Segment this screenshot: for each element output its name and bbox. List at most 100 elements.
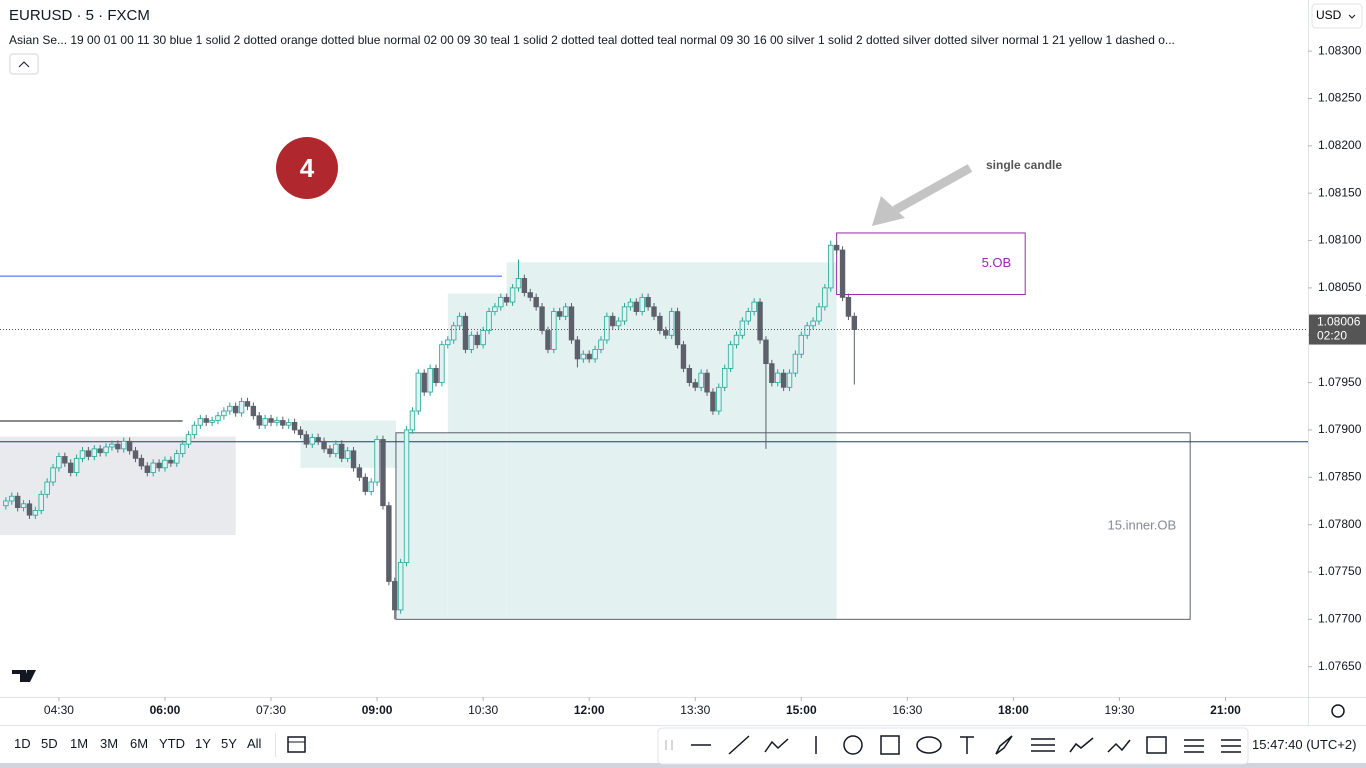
x-tick-label: 07:30: [256, 703, 286, 717]
timeframe-button[interactable]: 1M: [70, 736, 89, 751]
candle-body: [44, 481, 50, 495]
candle: [733, 331, 740, 349]
tool-circle[interactable]: [843, 735, 863, 755]
y-tick-label: 1.08150: [1318, 185, 1362, 199]
candle-body: [121, 440, 127, 450]
candle: [344, 446, 351, 463]
candle: [221, 407, 227, 420]
candle: [828, 240, 834, 292]
candle-body: [551, 311, 557, 350]
candle-body: [504, 296, 510, 303]
candle-body: [798, 334, 804, 355]
tool-rect[interactable]: [880, 735, 900, 755]
candle-body: [533, 296, 539, 308]
candle-body: [138, 457, 145, 467]
candle: [533, 293, 539, 311]
candle: [109, 440, 115, 451]
tool-ellipse[interactable]: [916, 736, 942, 754]
candle-body: [286, 421, 292, 426]
tool-highlighter[interactable]: [1107, 739, 1131, 753]
currency-button[interactable]: [1311, 3, 1363, 29]
candle-body: [115, 443, 121, 450]
candle: [757, 298, 763, 344]
y-tick-label: 1.08250: [1318, 91, 1362, 105]
candle-body: [539, 306, 545, 331]
candle: [568, 303, 575, 344]
candle-body: [85, 450, 92, 457]
x-tick-label: 12:00: [574, 703, 605, 717]
candle: [468, 331, 475, 354]
drawing-tools: [665, 735, 1241, 755]
y-tick-label: 1.07700: [1318, 612, 1362, 626]
arrow-shaft: [892, 164, 973, 214]
countdown: 02:20: [1317, 329, 1347, 343]
candle: [3, 497, 9, 510]
candle: [598, 336, 604, 354]
candle-body: [810, 320, 816, 327]
candle-body: [651, 306, 657, 317]
tool-fib[interactable]: [1031, 738, 1055, 752]
drag-handle[interactable]: [665, 740, 673, 750]
candle-body: [62, 456, 68, 464]
timeframe-button[interactable]: 6M: [130, 736, 149, 751]
order-block: [836, 232, 1026, 296]
timeframe-button[interactable]: 5Y: [221, 736, 237, 751]
indicator-legend: Asian Se... 19 00 01 00 11 30 blue 1 sol…: [9, 33, 1175, 47]
candle-body: [38, 493, 44, 511]
timeframe-button[interactable]: 1D: [14, 736, 31, 751]
candle: [138, 454, 145, 470]
timeframe-button[interactable]: All: [247, 736, 262, 751]
candle-body: [168, 459, 174, 464]
candle: [521, 274, 528, 297]
candle-body: [97, 448, 103, 454]
timeframe-button[interactable]: 5D: [41, 736, 58, 751]
timeframe-button[interactable]: 1Y: [195, 736, 211, 751]
candle-body: [645, 296, 651, 308]
candle-body: [427, 367, 433, 393]
tool-image[interactable]: [1146, 736, 1167, 754]
calendar-icon[interactable]: [287, 736, 306, 753]
candle-body: [409, 410, 416, 431]
candle-body: [704, 372, 710, 393]
tool-trendline[interactable]: [728, 735, 750, 755]
candle-body: [280, 420, 286, 426]
candle: [50, 464, 56, 486]
candle: [397, 558, 404, 614]
settings-icon[interactable]: [1331, 704, 1345, 718]
candle-body: [268, 418, 274, 423]
candle-body: [32, 510, 39, 516]
candle: [704, 369, 710, 396]
collapse-icon: [18, 61, 30, 68]
candle: [274, 416, 280, 427]
tool-more[interactable]: [1221, 739, 1241, 753]
candle-body: [445, 339, 451, 346]
candle: [833, 241, 840, 254]
candle: [197, 414, 204, 429]
session-box: [300, 420, 396, 468]
collapse-button[interactable]: [9, 53, 39, 75]
step-marker: [276, 137, 338, 199]
candle: [498, 293, 504, 311]
x-tick-label: 15:00: [786, 703, 817, 717]
candle-body: [492, 306, 498, 312]
candle: [91, 445, 97, 461]
timeframe-button[interactable]: 3M: [100, 736, 119, 751]
tool-brush[interactable]: [995, 735, 1013, 755]
candle: [191, 421, 198, 439]
candle: [727, 340, 734, 373]
candle: [150, 459, 156, 477]
tool-pattern[interactable]: [1069, 737, 1094, 753]
candle-body: [238, 401, 245, 414]
last-price-label: 1.08006: [1317, 315, 1361, 329]
candle: [751, 298, 757, 316]
candle-body: [745, 311, 751, 322]
candle-body: [203, 418, 209, 423]
tool-text[interactable]: [960, 736, 974, 754]
tool-measure[interactable]: [1184, 739, 1204, 753]
candle: [433, 364, 439, 387]
tool-path[interactable]: [764, 738, 789, 753]
timeframe-button[interactable]: YTD: [159, 736, 185, 751]
candle-body: [26, 503, 33, 516]
candle-body: [598, 339, 604, 350]
candle-body: [527, 292, 533, 298]
